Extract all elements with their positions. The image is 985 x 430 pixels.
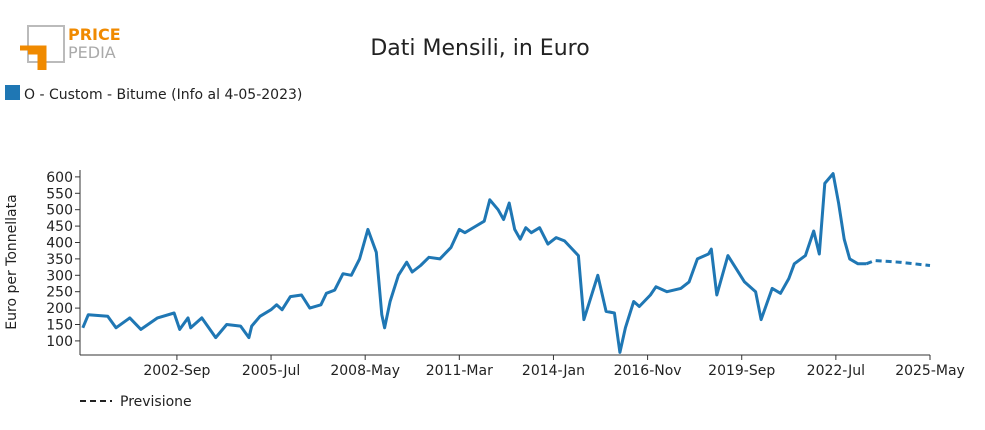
y-tick-label: 350 <box>46 252 73 268</box>
y-tick-label: 600 <box>46 170 73 186</box>
y-tick-label: 300 <box>46 268 73 284</box>
y-tick-label: 250 <box>46 285 73 301</box>
y-tick-label: 450 <box>46 219 73 235</box>
y-tick-label: 400 <box>46 235 73 251</box>
legend-label: O - Custom - Bitume (Info al 4-05-2023) <box>24 87 302 103</box>
x-tick-label: 2008-May <box>330 363 400 379</box>
y-tick-label: 500 <box>46 203 73 219</box>
legend-swatch <box>5 85 20 100</box>
x-tick-label: 2011-Mar <box>426 363 493 379</box>
x-tick-label: 2019-Sep <box>708 363 775 379</box>
y-tick-label: 150 <box>46 317 73 333</box>
logo-mark <box>20 45 47 70</box>
legend-label: Previsione <box>120 394 192 410</box>
logo: PRICE PEDIA <box>20 25 121 70</box>
y-tick-label: 100 <box>46 334 73 350</box>
x-tick-label: 2002-Sep <box>143 363 210 379</box>
logo-bottom: PEDIA <box>68 43 116 62</box>
y-tick-label: 200 <box>46 301 73 317</box>
y-axis-label: Euro per Tonnellata <box>4 194 20 329</box>
x-tick-label: 2025-May <box>895 363 965 379</box>
logo-top: PRICE <box>68 25 121 44</box>
x-tick-label: 2016-Nov <box>614 363 682 379</box>
series-line <box>81 172 867 354</box>
x-tick-label: 2022-Jul <box>807 363 865 379</box>
x-tick-label: 2005-Jul <box>242 363 300 379</box>
x-tick-label: 2014-Jan <box>522 363 585 379</box>
chart-title: Dati Mensili, in Euro <box>370 36 589 61</box>
series-line <box>865 259 931 267</box>
y-tick-label: 550 <box>46 186 73 202</box>
